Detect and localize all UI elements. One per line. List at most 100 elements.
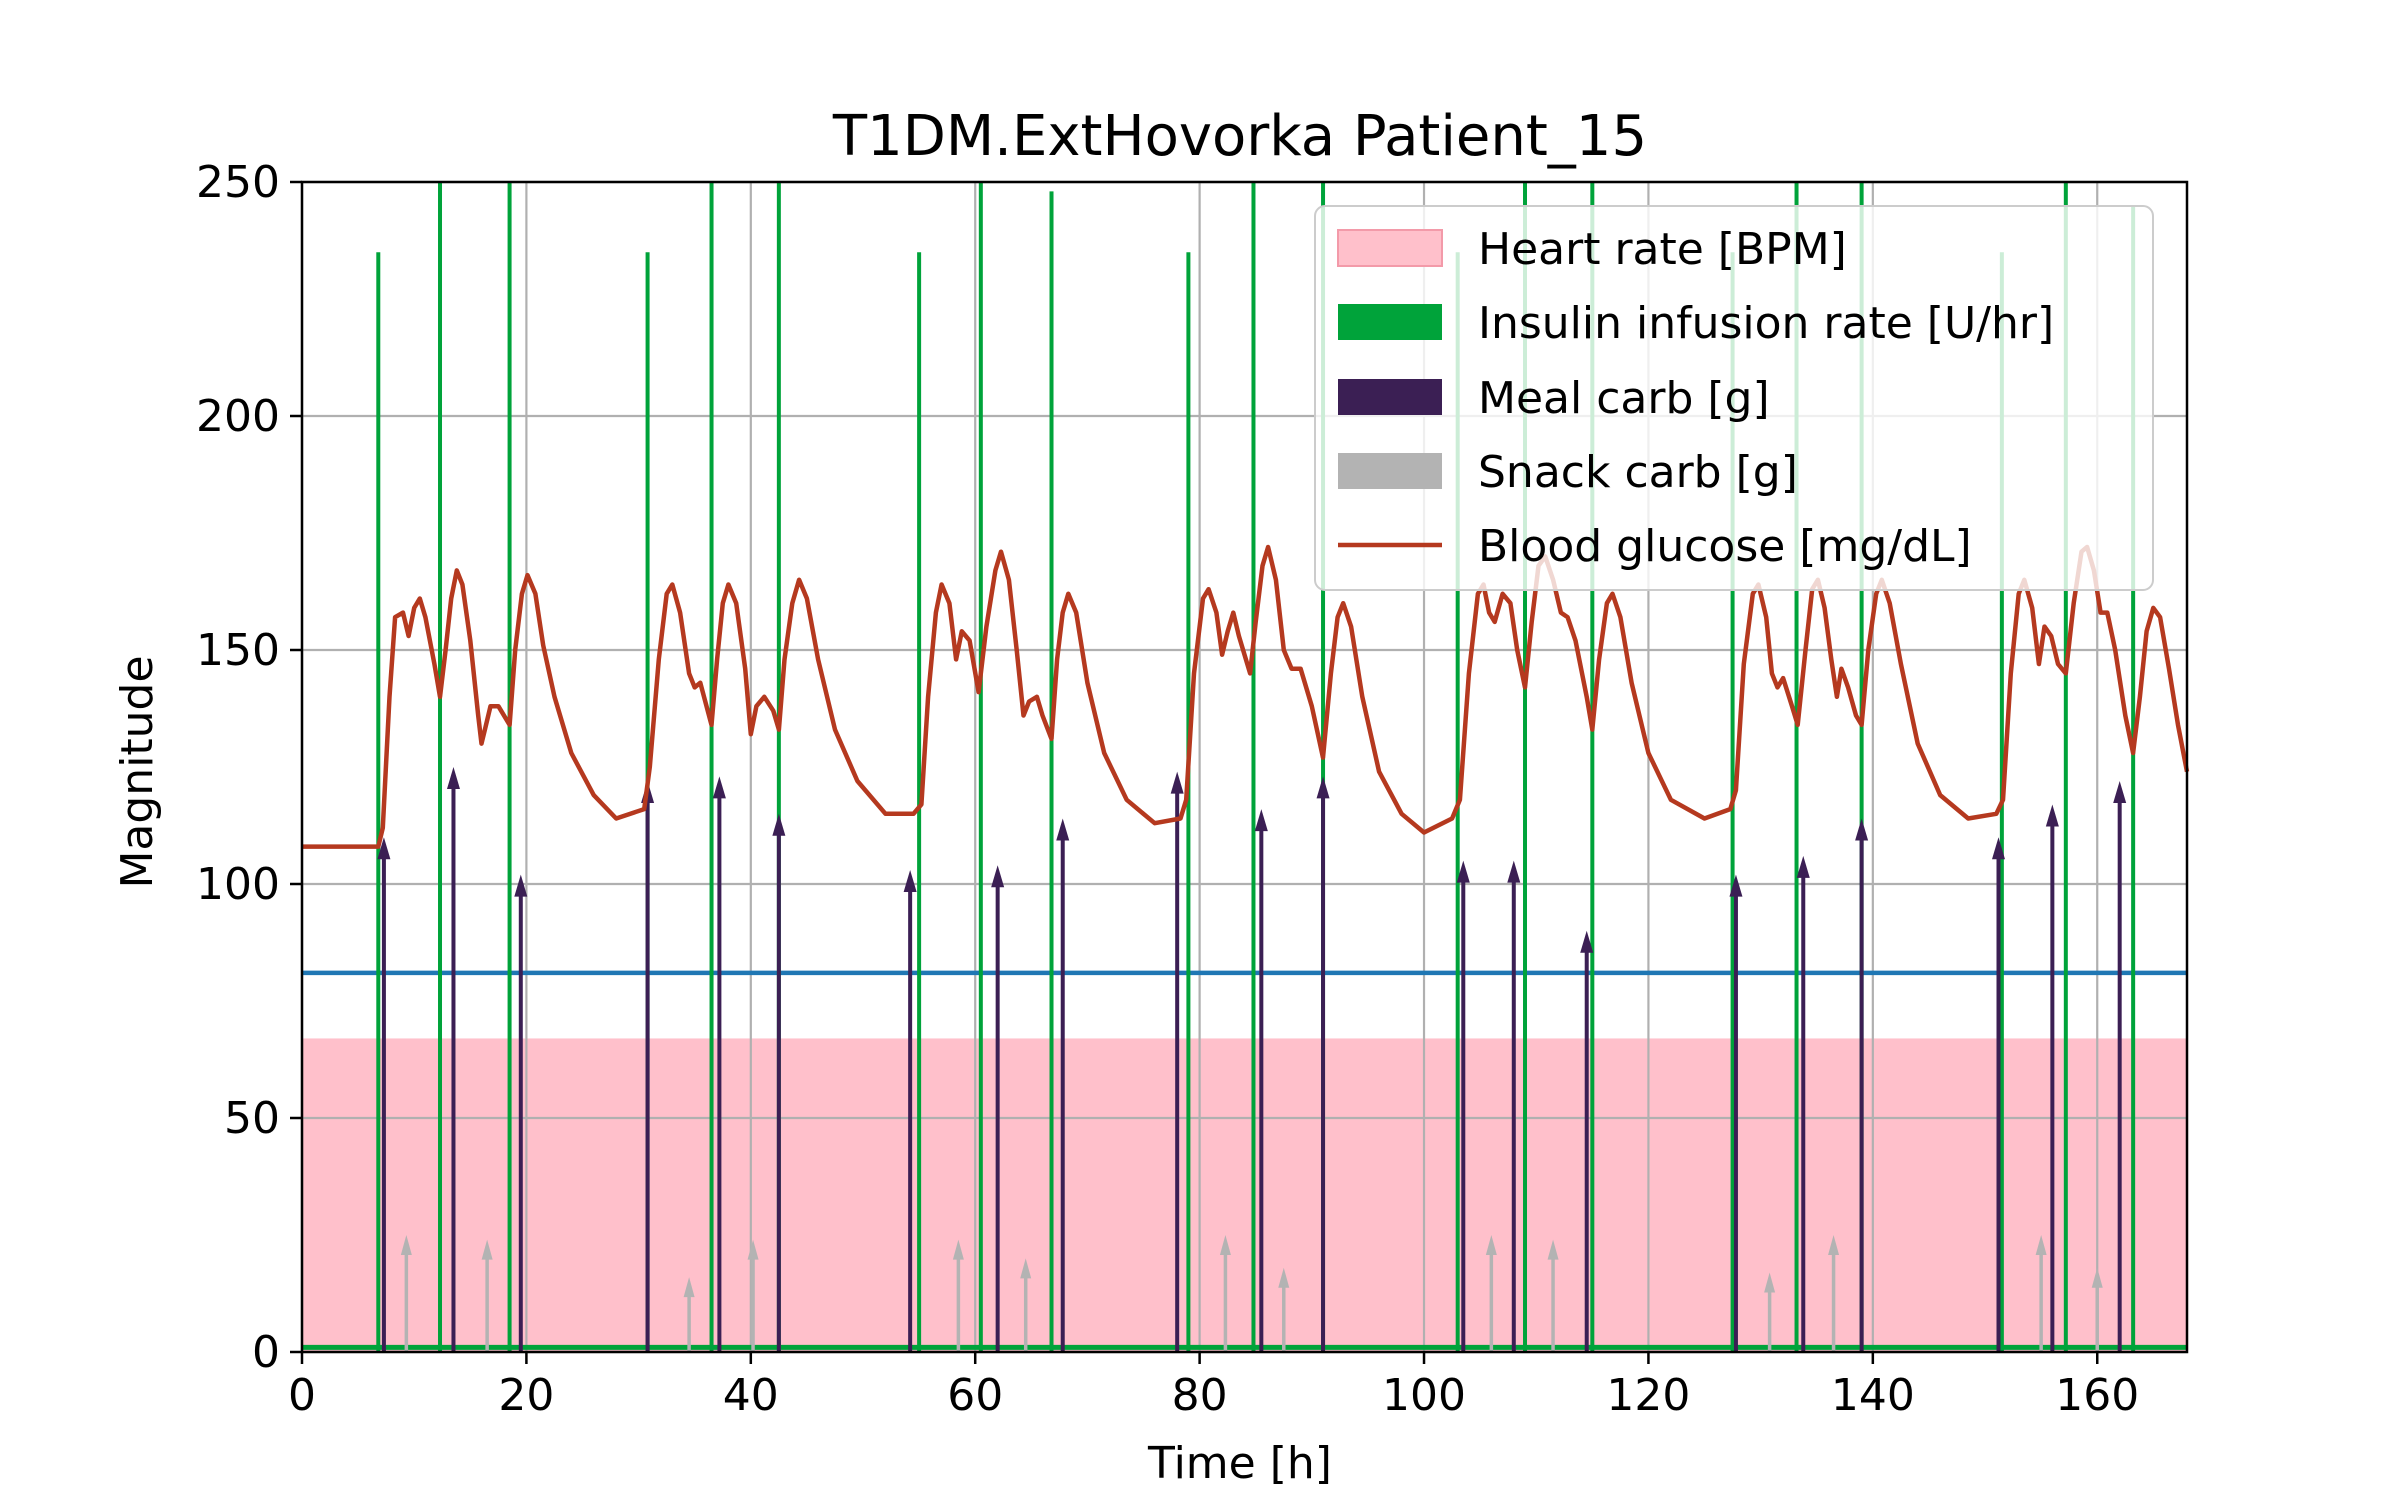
snack-arrow — [1547, 1239, 1559, 1352]
y-tick-label: 150 — [196, 625, 280, 676]
meal-arrow — [1316, 776, 1330, 1352]
legend-item: Blood glucose [mg/dL] — [1338, 521, 1972, 572]
meal-arrow-head — [1254, 809, 1268, 832]
meal-arrow-head — [1316, 776, 1330, 799]
meal-arrow — [991, 865, 1005, 1352]
snack-arrow-head — [400, 1235, 412, 1255]
meal-arrow-head — [1992, 837, 2005, 860]
meal-arrow — [1855, 818, 1869, 1352]
legend-swatch — [1337, 229, 1443, 267]
legend-label: Insulin infusion rate [U/hr] — [1478, 298, 2054, 349]
meal-arrow-head — [1507, 860, 1521, 883]
snack-arrow — [1485, 1235, 1497, 1352]
y-tick-label: 100 — [196, 859, 280, 910]
meal-arrow — [514, 874, 528, 1352]
meal-arrow — [446, 767, 460, 1352]
meal-arrow-head — [772, 813, 786, 836]
meal-arrow — [1254, 809, 1268, 1352]
meal-arrow — [1170, 771, 1184, 1352]
legend-label: Blood glucose [mg/dL] — [1478, 521, 1972, 572]
legend-swatch — [1338, 304, 1442, 340]
snack-arrow-head — [1020, 1258, 1032, 1279]
meal-arrow-head — [1796, 855, 1810, 878]
legend-label: Heart rate [BPM] — [1478, 224, 1847, 275]
y-axis-label: Magnitude — [112, 655, 163, 888]
snack-arrow — [1764, 1272, 1776, 1352]
x-tick-label: 100 — [1382, 1370, 1466, 1421]
legend-item: Heart rate [BPM] — [1337, 224, 1847, 275]
y-tick-label: 200 — [196, 391, 280, 442]
snack-arrow — [683, 1277, 695, 1352]
legend-box — [1314, 205, 2154, 591]
legend-swatch — [1338, 453, 1442, 489]
x-tick-label: 0 — [288, 1370, 316, 1421]
y-tick-label: 250 — [196, 157, 280, 208]
snack-arrow-head — [1828, 1235, 1840, 1255]
x-tick-label: 120 — [1606, 1370, 1690, 1421]
x-axis-label: Time [h] — [1147, 1438, 1332, 1489]
meal-arrow-head — [2045, 804, 2059, 827]
snack-arrow-head — [1547, 1239, 1559, 1260]
chart-title: T1DM.ExtHovorka Patient_15 — [832, 104, 1647, 169]
snack-arrow-head — [2035, 1235, 2047, 1255]
meal-arrow-head — [991, 865, 1005, 888]
x-tick-label: 20 — [498, 1370, 554, 1421]
snack-arrow — [1219, 1235, 1231, 1352]
meal-arrow — [377, 837, 391, 1352]
meal-arrow-head — [2113, 781, 2127, 804]
meal-arrow-head — [446, 767, 460, 789]
snack-arrow-head — [2091, 1267, 2103, 1288]
meal-arrow-head — [1729, 874, 1743, 897]
meal-arrow-head — [514, 874, 528, 897]
meal-arrow-head — [903, 869, 917, 892]
snack-arrow — [1020, 1258, 1032, 1352]
snack-arrow — [1278, 1267, 1290, 1352]
legend-item: Insulin infusion rate [U/hr] — [1338, 298, 2054, 349]
snack-arrow-head — [1219, 1235, 1231, 1255]
meal-arrow — [1456, 860, 1470, 1352]
y-tick-label: 50 — [224, 1093, 280, 1144]
meal-arrow — [772, 813, 786, 1352]
snack-arrow — [952, 1239, 964, 1352]
snack-arrow-head — [1278, 1267, 1290, 1288]
snack-arrow-head — [952, 1239, 964, 1260]
meal-arrow — [2113, 781, 2127, 1352]
x-tick-label: 160 — [2055, 1370, 2139, 1421]
legend-label: Meal carb [g] — [1478, 373, 1770, 424]
blood-glucose-line — [302, 544, 2190, 849]
meal-arrow — [712, 776, 726, 1352]
y-tick-label: 0 — [252, 1327, 280, 1378]
meal-arrow — [1507, 860, 1521, 1352]
meal-arrow — [2045, 804, 2059, 1352]
meal-arrow-head — [712, 776, 726, 799]
snack-arrow — [2091, 1267, 2103, 1352]
snack-arrow-head — [683, 1277, 695, 1298]
x-tick-label: 140 — [1831, 1370, 1915, 1421]
meal-arrow — [1729, 874, 1743, 1352]
legend-item: Meal carb [g] — [1338, 373, 1770, 424]
snack-arrow — [2035, 1235, 2047, 1352]
plot-frame — [300, 180, 2189, 1354]
meal-arrow — [1992, 837, 2005, 1352]
snack-arrow-head — [481, 1239, 493, 1260]
x-tick-label: 80 — [1172, 1370, 1228, 1421]
legend-item: Snack carb [g] — [1338, 447, 1798, 498]
snack-arrow — [747, 1239, 759, 1352]
x-tick-label: 40 — [723, 1370, 779, 1421]
meal-arrow-head — [377, 837, 391, 860]
meal-arrow — [1056, 818, 1070, 1352]
meal-arrow-head — [1855, 818, 1869, 841]
meal-arrow — [903, 869, 917, 1352]
meal-arrow — [1796, 855, 1810, 1352]
legend-swatch — [1338, 379, 1442, 415]
meal-arrow — [1580, 930, 1594, 1352]
meal-arrow-head — [1456, 860, 1470, 883]
meal-arrow-head — [1580, 930, 1594, 953]
snack-arrow-head — [1485, 1235, 1497, 1255]
legend: Heart rate [BPM] Insulin infusion rate [U… — [1314, 205, 2154, 591]
snack-arrow-head — [1764, 1272, 1776, 1293]
legend-label: Snack carb [g] — [1478, 447, 1798, 498]
snack-arrow — [1828, 1235, 1840, 1352]
heart-rate-area — [302, 1038, 2187, 1352]
